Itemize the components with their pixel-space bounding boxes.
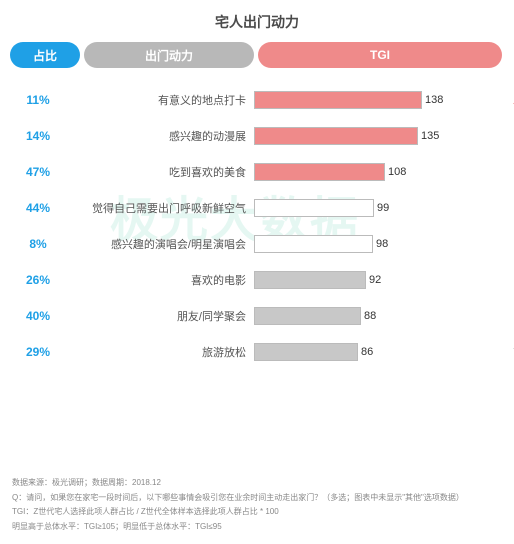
tgi-value: 135 [421,130,445,142]
tgi-bar-cell: 138 [254,91,424,109]
header-row: 占比 出门动力 TGI [10,42,504,68]
tgi-value: 138 [425,94,449,106]
table-row: 26%喜欢的电影92 [10,262,504,298]
reason-label: 感兴趣的动漫展 [66,128,254,144]
tgi-bar: 92 [254,271,366,289]
reason-label: 喜欢的电影 [66,272,254,288]
chart-container: 宅人出门动力 占比 出门动力 TGI 11%有意义的地点打卡13814%感兴趣的… [0,0,514,370]
chart-rows: 11%有意义的地点打卡13814%感兴趣的动漫展13547%吃到喜欢的美食108… [10,82,504,370]
table-row: 29%旅游放松86 [10,334,504,370]
reason-label: 旅游放松 [66,344,254,360]
table-row: 14%感兴趣的动漫展135 [10,118,504,154]
footnote-line: Q：请问，如果您在家宅一段时间后，以下哪些事情会吸引您在业余时间主动走出家门？（… [12,492,502,505]
pct-value: 47% [10,165,66,179]
tgi-value: 86 [361,346,385,358]
tgi-bar-cell: 99 [254,199,424,217]
reason-label: 朋友/同学聚会 [66,308,254,324]
tgi-bar: 135 [254,127,418,145]
footnotes: 数据来源：极光调研；数据周期：2018.12 Q：请问，如果您在家宅一段时间后，以… [12,477,502,536]
tgi-value: 92 [369,274,393,286]
pct-value: 29% [10,345,66,359]
footnote-line: 明显高于总体水平：TGI≥105；明显低于总体水平：TGI≤95 [12,521,502,534]
pct-value: 11% [10,93,66,107]
tgi-bar-cell: 88 [254,307,424,325]
footnote-line: 数据来源：极光调研；数据周期：2018.12 [12,477,502,490]
header-tgi-pill: TGI [258,42,502,68]
footnote-line: TGI：Z世代宅人选择此项人群占比 / Z世代全体样本选择此项人群占比 * 10… [12,506,502,519]
reason-label: 觉得自己需要出门呼吸新鲜空气 [66,200,254,216]
tgi-value: 98 [376,238,400,250]
reason-label: 有意义的地点打卡 [66,92,254,108]
table-row: 8%感兴趣的演唱会/明星演唱会98 [10,226,504,262]
header-pct-pill: 占比 [10,42,80,68]
tgi-bar: 88 [254,307,361,325]
table-row: 47%吃到喜欢的美食108 [10,154,504,190]
header-reason-pill: 出门动力 [84,42,254,68]
chart-title: 宅人出门动力 [10,12,504,32]
reason-label: 感兴趣的演唱会/明星演唱会 [66,236,254,252]
tgi-bar-cell: 92 [254,271,424,289]
arrow-up: 明显高于总体水平 [510,82,514,190]
table-row: 11%有意义的地点打卡138 [10,82,504,118]
pct-value: 14% [10,129,66,143]
table-row: 44%觉得自己需要出门呼吸新鲜空气99 [10,190,504,226]
tgi-bar-cell: 108 [254,163,424,181]
tgi-bar: 86 [254,343,358,361]
pct-value: 40% [10,309,66,323]
reason-label: 吃到喜欢的美食 [66,164,254,180]
tgi-bar-cell: 98 [254,235,424,253]
tgi-bar-cell: 135 [254,127,424,145]
tgi-value: 108 [388,166,412,178]
table-row: 40%朋友/同学聚会88 [10,298,504,334]
pct-value: 26% [10,273,66,287]
pct-value: 44% [10,201,66,215]
tgi-bar: 98 [254,235,373,253]
tgi-value: 99 [377,202,401,214]
tgi-bar: 108 [254,163,385,181]
tgi-bar: 138 [254,91,422,109]
tgi-value: 88 [364,310,388,322]
pct-value: 8% [10,237,66,251]
arrow-down: 明显低于总体水平 [510,262,514,370]
tgi-bar-cell: 86 [254,343,424,361]
tgi-bar: 99 [254,199,374,217]
